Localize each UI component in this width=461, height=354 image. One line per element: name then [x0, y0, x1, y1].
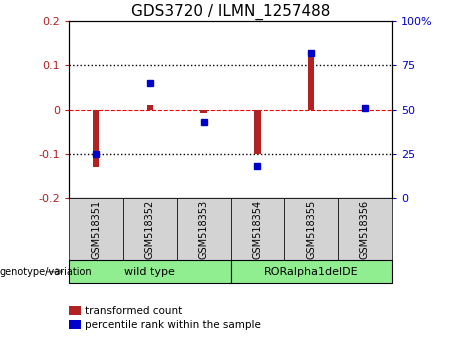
Text: GSM518356: GSM518356 [360, 200, 370, 259]
Bar [93, 110, 99, 167]
Bar [147, 105, 153, 110]
Text: GSM518352: GSM518352 [145, 200, 155, 259]
Text: GSM518353: GSM518353 [199, 200, 209, 259]
Title: GDS3720 / ILMN_1257488: GDS3720 / ILMN_1257488 [131, 4, 330, 20]
Text: RORalpha1delDE: RORalpha1delDE [264, 267, 359, 277]
Text: GSM518351: GSM518351 [91, 200, 101, 259]
Text: genotype/variation: genotype/variation [0, 267, 93, 277]
Bar [308, 57, 314, 110]
Text: GSM518355: GSM518355 [306, 200, 316, 259]
Bar [254, 110, 260, 154]
Text: wild type: wild type [124, 267, 175, 277]
Text: transformed count: transformed count [85, 306, 183, 316]
Text: GSM518354: GSM518354 [252, 200, 262, 259]
Bar [362, 106, 368, 110]
Bar [201, 110, 207, 113]
Text: percentile rank within the sample: percentile rank within the sample [85, 320, 261, 330]
